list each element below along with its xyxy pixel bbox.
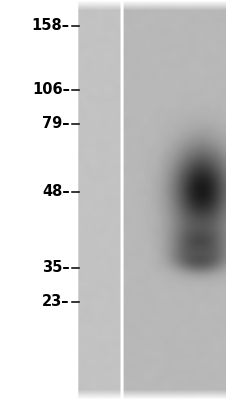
Text: 23–: 23–: [42, 294, 69, 310]
Text: 79–: 79–: [42, 116, 69, 132]
Text: 35–: 35–: [42, 260, 69, 276]
Text: 48–: 48–: [42, 184, 69, 200]
Text: 158–: 158–: [32, 18, 69, 34]
Text: 106–: 106–: [32, 82, 69, 98]
